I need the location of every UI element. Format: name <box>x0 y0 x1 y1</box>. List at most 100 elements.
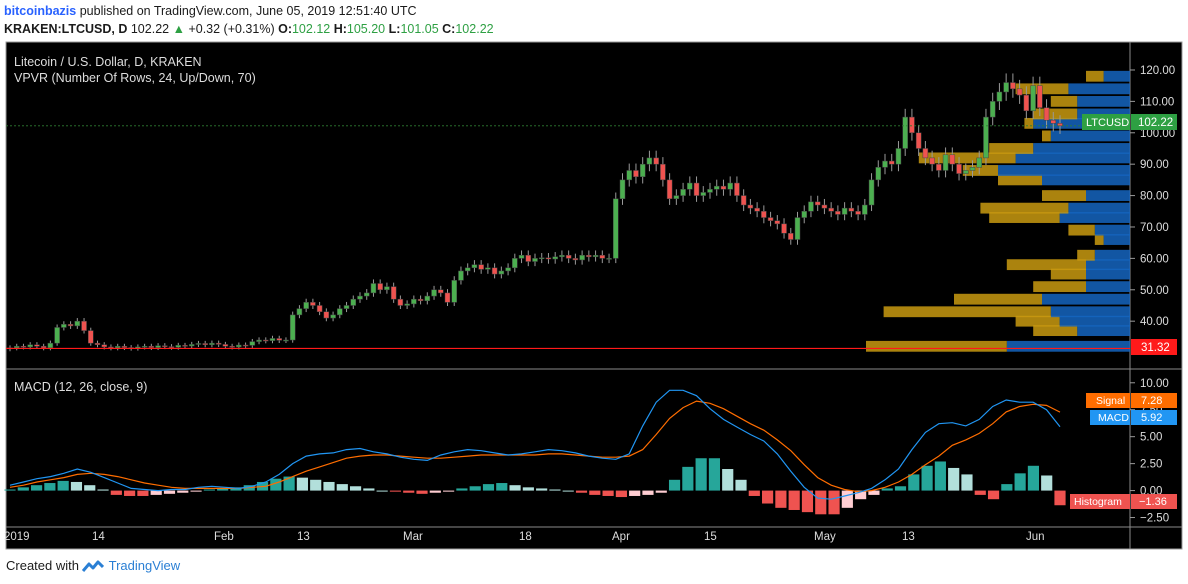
vpvr-down-bar <box>918 152 1016 164</box>
macd-histogram-bar <box>602 490 614 496</box>
published-text: published on TradingView.com, June 05, 2… <box>76 4 417 18</box>
change-arrow-icon: ▲ <box>172 22 185 36</box>
candle-body <box>949 154 956 165</box>
time-axis-label: 13 <box>297 531 310 543</box>
candle-body <box>209 342 215 345</box>
candle-body <box>579 254 585 261</box>
price-tick-label: 90.00 <box>1140 159 1169 171</box>
candle-body <box>249 341 256 346</box>
vpvr-up-bar <box>1059 315 1130 327</box>
candle-body <box>1003 82 1009 93</box>
macd-histogram-bar <box>496 483 508 491</box>
candle-body <box>74 320 81 327</box>
candle-body <box>323 311 330 319</box>
candle-body <box>895 148 902 165</box>
vpvr-down-bar <box>1050 95 1078 107</box>
macd-histogram-bar <box>217 488 229 491</box>
macd-histogram-bar <box>1001 484 1013 491</box>
candle-body <box>532 258 538 262</box>
vpvr-down-bar <box>1015 315 1060 327</box>
macd-histogram-bar <box>655 490 667 493</box>
low-label: L: <box>388 22 401 36</box>
macd-histogram-bar <box>708 458 721 491</box>
candle-body <box>794 217 801 240</box>
macd-histogram-bar <box>522 487 534 491</box>
macd-value: 5.92 <box>1141 412 1162 424</box>
candle-body <box>848 207 855 212</box>
tradingview-logo-icon[interactable] <box>82 559 104 575</box>
candle-body <box>13 346 20 349</box>
macd-histogram-bar <box>868 490 880 495</box>
time-axis-label: 15 <box>704 531 717 543</box>
candle-body <box>384 286 390 291</box>
candle-body <box>572 258 579 261</box>
macd-histogram-bar <box>44 483 56 491</box>
macd-histogram-bar <box>482 484 495 491</box>
macd-histogram-bar <box>668 479 681 491</box>
candle-body <box>902 116 908 149</box>
candle-body <box>242 344 249 347</box>
candle-body <box>195 343 202 345</box>
vpvr-up-bar <box>1077 108 1130 120</box>
candle-body <box>613 198 619 259</box>
candle-body <box>20 346 27 348</box>
vpvr-down-bar <box>1033 325 1078 337</box>
symbol-tag-label: LTCUSD <box>1086 117 1129 129</box>
close-label: C: <box>442 22 456 36</box>
candle-body <box>236 344 242 348</box>
open-value: 102.12 <box>291 22 331 36</box>
macd-histogram-bar <box>163 490 176 494</box>
candle-body <box>256 339 262 342</box>
candle-body <box>276 338 282 341</box>
symbol-title: Litecoin / U.S. Dollar, D, KRAKEN <box>14 55 202 69</box>
candle-body <box>47 342 54 349</box>
candle-body <box>929 157 935 165</box>
candle-body <box>512 258 518 269</box>
candle-body <box>370 283 377 294</box>
candle-body <box>310 302 316 306</box>
candle-body <box>1016 88 1023 96</box>
candle-body <box>431 289 437 297</box>
candle-body <box>390 286 397 300</box>
vpvr-down-bar <box>954 293 1042 305</box>
tradingview-brand[interactable]: TradingView <box>108 558 181 573</box>
time-axis: 2019 14 Feb 13 Mar 18 Apr 15 May 13 Jun <box>4 531 1045 543</box>
candle-body <box>101 344 107 348</box>
vpvr-histogram <box>866 70 1130 352</box>
vpvr-up-bar <box>1077 95 1130 107</box>
macd-histogram-bar <box>815 490 827 515</box>
macd-histogram-bar <box>575 490 588 493</box>
candle-body <box>740 195 747 206</box>
macd-line <box>9 389 1061 500</box>
candle-body <box>357 295 363 300</box>
macd-tick-label: 10.00 <box>1140 378 1169 390</box>
candle-body <box>781 223 787 234</box>
macd-histogram-bar <box>894 486 907 491</box>
price-tick-label: 120.00 <box>1140 65 1175 77</box>
candle-body <box>633 170 639 177</box>
candle-body <box>727 182 733 190</box>
vpvr-up-bar <box>1050 306 1130 318</box>
vpvr-up-bar <box>1086 190 1130 201</box>
vpvr-down-bar <box>1042 190 1086 201</box>
high-label: H: <box>333 22 347 36</box>
macd-value-badge <box>1131 410 1177 425</box>
author-link[interactable]: bitcoinbazis <box>4 4 77 18</box>
vpvr-up-bar <box>1103 70 1130 82</box>
macd-histogram-bar <box>735 479 747 491</box>
macd-histogram-bar <box>536 488 548 491</box>
macd-histogram-bar <box>948 467 960 491</box>
candle-body <box>316 305 323 313</box>
candle-body <box>882 160 888 168</box>
macd-histogram-bar <box>589 490 601 495</box>
candle-body <box>222 344 229 347</box>
candle-body <box>653 157 659 165</box>
candle-body <box>1050 119 1057 124</box>
candle-body <box>956 163 962 174</box>
candle-body <box>1010 82 1016 90</box>
publish-line: bitcoinbazis published on TradingView.co… <box>4 4 417 18</box>
candle-body <box>1030 85 1036 112</box>
candle-body <box>754 207 760 212</box>
vpvr-up-bar <box>1042 293 1130 305</box>
